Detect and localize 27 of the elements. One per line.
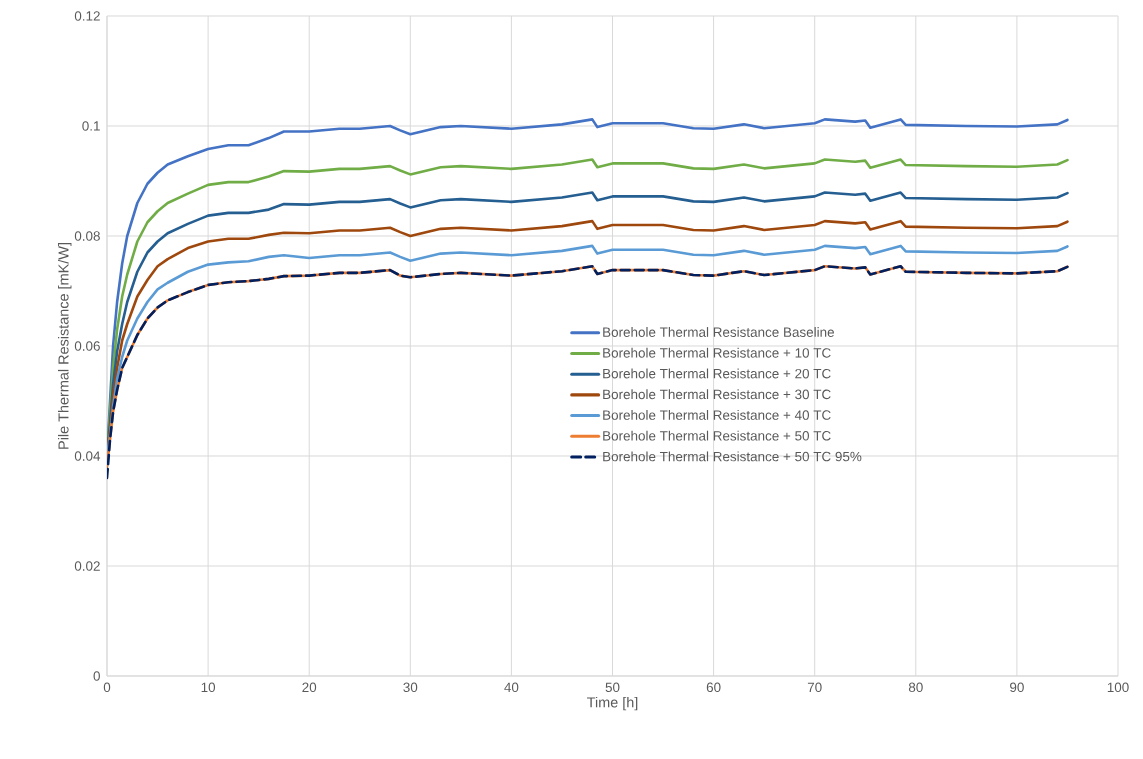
legend-label: Borehole Thermal Resistance + 40 TC bbox=[603, 409, 831, 420]
x-tick-label: 10 bbox=[201, 682, 216, 693]
y-tick-label: 0.1 bbox=[82, 121, 100, 131]
y-tick-label: 0.02 bbox=[74, 561, 100, 571]
y-tick-label: 0.06 bbox=[74, 341, 100, 351]
x-tick-label: 70 bbox=[807, 682, 822, 693]
x-tick-label: 80 bbox=[908, 682, 923, 693]
x-tick-label: 50 bbox=[605, 682, 620, 693]
x-tick-label: 90 bbox=[1010, 682, 1024, 693]
legend-label: Borehole Thermal Resistance + 10 TC bbox=[603, 347, 831, 358]
legend-label: Borehole Thermal Resistance + 30 TC bbox=[603, 389, 831, 400]
x-tick-label: 60 bbox=[706, 682, 721, 693]
legend-label: Borehole Thermal Resistance + 20 TC bbox=[603, 368, 831, 379]
y-tick-label: 0.04 bbox=[74, 451, 101, 461]
y-tick-label: 0.08 bbox=[74, 231, 100, 241]
x-axis-title: Time [h] bbox=[587, 696, 638, 711]
x-tick-label: 40 bbox=[504, 682, 519, 693]
legend-label: Borehole Thermal Resistance + 50 TC bbox=[603, 430, 831, 441]
legend-label: Borehole Thermal Resistance + 50 TC 95% bbox=[603, 451, 862, 462]
legend-label: Borehole Thermal Resistance Baseline bbox=[603, 327, 834, 337]
y-tick-label: 0.12 bbox=[74, 11, 100, 21]
y-axis-title: Pile Thermal Resistance [mK/W] bbox=[58, 243, 72, 449]
x-tick-label: 20 bbox=[302, 682, 317, 693]
x-tick-label: 30 bbox=[403, 682, 418, 693]
y-tick-label: 0 bbox=[93, 671, 100, 681]
x-tick-label: 100 bbox=[1107, 682, 1129, 693]
x-tick-label: 0 bbox=[103, 682, 111, 693]
